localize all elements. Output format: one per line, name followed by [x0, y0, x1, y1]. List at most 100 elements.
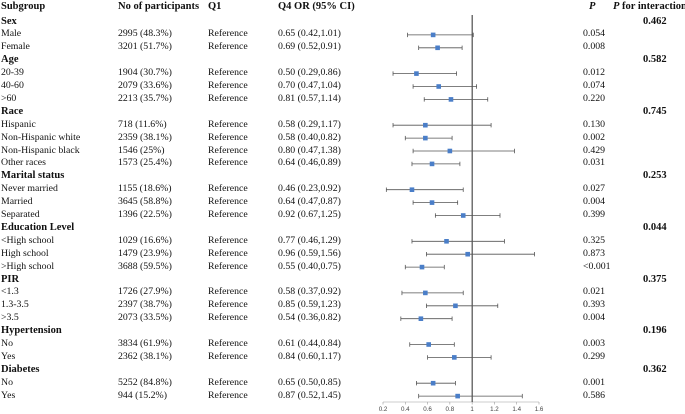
p-value: 0.074 [583, 80, 606, 91]
or-marker [429, 200, 435, 205]
p-value: 0.873 [583, 247, 606, 259]
p-value: 0.027 [583, 183, 606, 195]
p-value: <0.001 [583, 260, 611, 272]
or-ci-value: 0.58 (0.37,0.92) [278, 286, 341, 298]
x-tick-label: 1.6 [535, 406, 544, 413]
q1-value: Reference [208, 350, 248, 362]
p-interaction-value: 0.582 [643, 54, 667, 66]
or-ci-value: 0.54 (0.36,0.82) [278, 312, 341, 324]
participants-value: 2359 (38.1%) [118, 131, 172, 143]
row-label: 40-60 [1, 80, 24, 91]
p-interaction-value: 0.196 [643, 325, 667, 337]
x-tick-label: 0.6 [423, 406, 432, 413]
participants-value: 1479 (23.9%) [118, 247, 172, 259]
participants-value: 1155 (18.6%) [118, 183, 172, 195]
header-p: P [589, 1, 595, 12]
q1-value: Reference [208, 209, 248, 220]
header-p-text: P [589, 1, 596, 12]
p-value: 0.001 [583, 376, 606, 388]
or-marker [423, 290, 428, 296]
q1-value: Reference [208, 338, 248, 349]
or-ci-value: 0.65 (0.50,0.85) [278, 376, 341, 388]
row-label: No [1, 376, 13, 388]
p-value: 0.325 [583, 234, 606, 246]
or-ci-value: 0.69 (0.52,0.91) [278, 41, 341, 53]
row-label: Female [1, 41, 30, 53]
row-label: 1.3-3.5 [1, 299, 29, 311]
or-ci-value: 0.87 (0.52,1.45) [278, 389, 341, 401]
p-value: 0.008 [583, 41, 606, 53]
x-tick-label: 1.2 [490, 406, 499, 413]
p-interaction-value: 0.362 [643, 363, 667, 375]
header-or: Q4 OR (95% CI) [278, 1, 355, 12]
or-marker [460, 213, 466, 218]
row-label: No [1, 338, 13, 349]
or-ci-value: 0.55 (0.40,0.75) [278, 260, 341, 272]
or-marker [414, 71, 419, 76]
or-marker [423, 122, 428, 128]
header-p-interaction-rest: for interaction [619, 1, 685, 12]
p-interaction-value: 0.253 [643, 170, 667, 182]
x-tick-label: 0.8 [446, 406, 455, 413]
participants-value: 2397 (38.7%) [118, 299, 172, 311]
p-value: 0.393 [583, 299, 606, 311]
or-ci-value: 0.77 (0.46,1.29) [278, 234, 341, 246]
participants-value: 2362 (38.1%) [118, 350, 172, 362]
or-ci-value: 0.64 (0.46,0.89) [278, 157, 341, 169]
q1-value: Reference [208, 67, 248, 79]
or-marker [455, 393, 460, 399]
participants-value: 1726 (27.9%) [118, 286, 172, 298]
q1-value: Reference [208, 80, 248, 91]
row-label: Male [1, 28, 22, 40]
q1-value: Reference [208, 196, 248, 208]
header-p-interaction-italic: P [613, 1, 620, 12]
or-ci-value: 0.70 (0.47,1.04) [278, 80, 341, 91]
row-label: Non-Hispanic white [1, 131, 81, 143]
or-ci-value: 0.58 (0.29,1.17) [278, 118, 341, 130]
row-label: >High school [1, 260, 55, 272]
p-value: 0.429 [583, 144, 606, 156]
participants-value: 3201 (51.7%) [118, 41, 172, 53]
group-label: Education Level [1, 221, 75, 233]
participants-value: 2079 (33.6%) [118, 80, 172, 91]
row-label: >3.5 [1, 312, 19, 324]
header-p-interaction: P for interaction [613, 1, 685, 12]
q1-value: Reference [208, 28, 248, 40]
p-value: 0.002 [583, 131, 606, 143]
p-interaction-value: 0.375 [643, 273, 667, 285]
group-label: Marital status [1, 170, 65, 182]
p-value: 0.299 [583, 350, 606, 362]
or-ci-value: 0.64 (0.47,0.87) [278, 196, 341, 208]
header-q1: Q1 [208, 1, 222, 12]
row-label: High school [1, 247, 49, 259]
participants-value: 1396 (22.5%) [118, 209, 172, 220]
or-ci-value: 0.50 (0.29,0.86) [278, 67, 341, 79]
q1-value: Reference [208, 183, 248, 195]
participants-value: 1904 (30.7%) [118, 67, 172, 79]
participants-value: 944 (15.2%) [118, 389, 167, 401]
group-label: Age [1, 54, 19, 66]
row-label: Married [1, 196, 33, 208]
q1-value: Reference [208, 144, 248, 156]
p-value: 0.004 [583, 312, 606, 324]
or-ci-value: 0.46 (0.23,0.92) [278, 183, 341, 195]
p-value: 0.004 [583, 196, 606, 208]
p-value: 0.586 [583, 389, 606, 401]
x-tick-label: 1 [470, 406, 474, 413]
group-label: Diabetes [1, 363, 40, 375]
row-label: <1.3 [1, 286, 19, 298]
p-value: 0.399 [583, 209, 606, 220]
or-marker [452, 355, 457, 360]
x-tick-label: 0.2 [379, 406, 388, 413]
p-interaction-value: 0.462 [643, 15, 667, 27]
or-marker [430, 380, 436, 386]
participants-value: 2073 (33.5%) [118, 312, 172, 324]
or-marker [430, 32, 436, 38]
or-marker [435, 45, 440, 51]
participants-value: 3688 (59.5%) [118, 260, 172, 272]
or-marker [423, 135, 428, 141]
q1-value: Reference [208, 92, 248, 104]
or-ci-value: 0.61 (0.44,0.84) [278, 338, 341, 349]
p-value: 0.003 [583, 338, 606, 349]
